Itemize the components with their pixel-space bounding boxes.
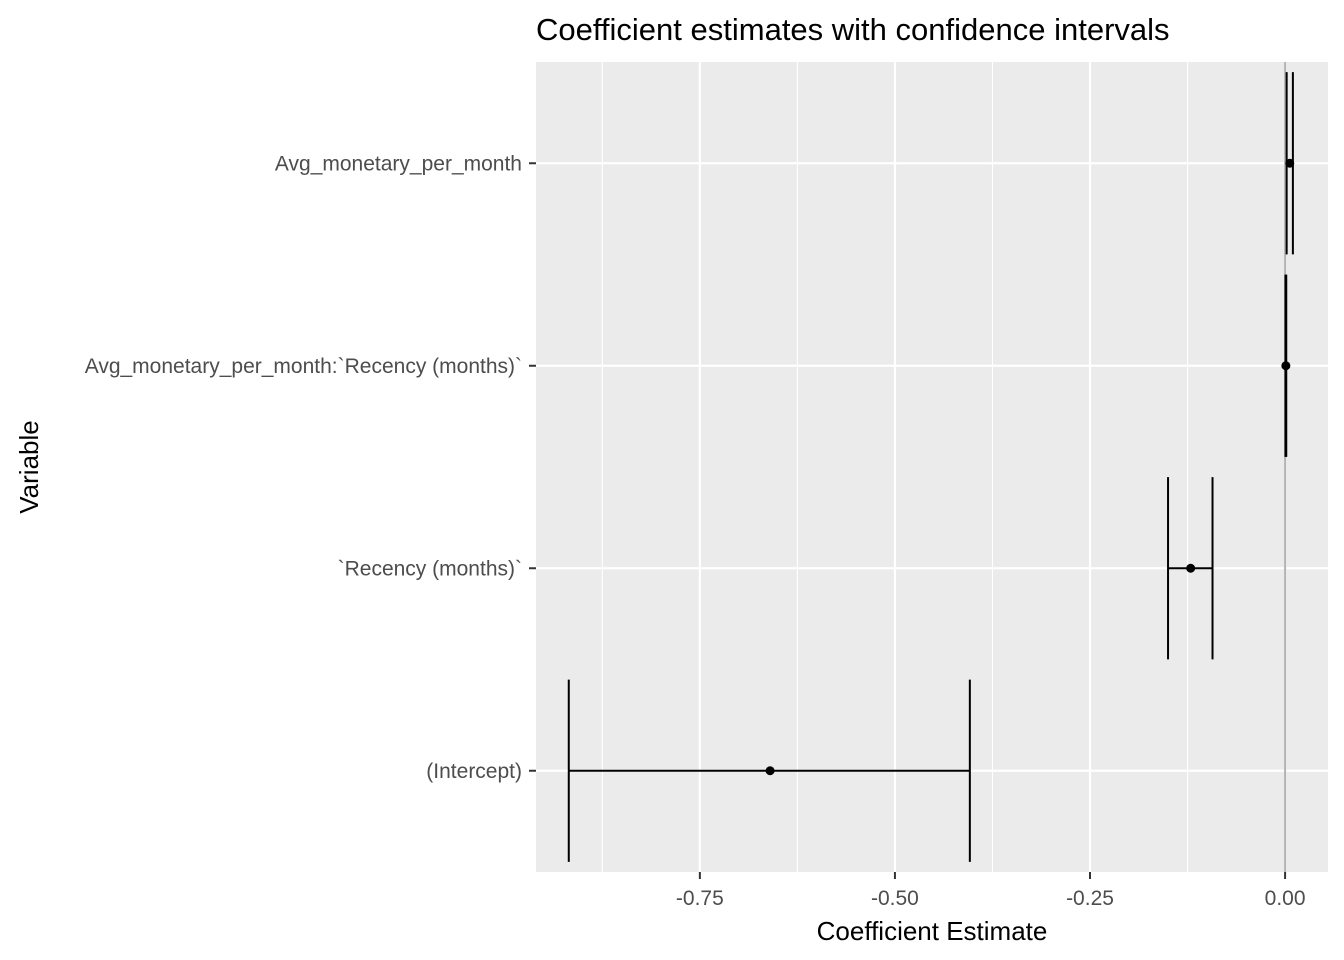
y-tick-label: (Intercept) bbox=[426, 760, 522, 783]
x-axis: -0.75 -0.50 -0.25 0.00 bbox=[676, 872, 1306, 910]
x-tick-label: -0.50 bbox=[871, 887, 919, 910]
x-tick-label: -0.75 bbox=[676, 887, 724, 910]
estimate-point bbox=[1281, 361, 1291, 371]
y-tick-label: `Recency (months)` bbox=[338, 557, 522, 580]
y-tick-label: Avg_monetary_per_month:`Recency (months)… bbox=[85, 355, 522, 378]
errorbar-1 bbox=[1167, 477, 1214, 660]
x-tick-label: 0.00 bbox=[1265, 887, 1306, 910]
x-tick-label: -0.25 bbox=[1066, 887, 1114, 910]
y-axis-title: Variable bbox=[14, 420, 44, 513]
y-tick-label: Avg_monetary_per_month bbox=[275, 152, 522, 175]
y-axis: (Intercept) `Recency (months)` Avg_monetar… bbox=[85, 152, 536, 783]
errorbar-2 bbox=[1281, 274, 1291, 457]
error-bars bbox=[567, 72, 1295, 862]
errorbar-3 bbox=[1285, 72, 1295, 255]
estimate-point bbox=[1186, 563, 1196, 573]
plot-panel bbox=[536, 62, 1328, 872]
x-axis-title: Coefficient Estimate bbox=[817, 916, 1048, 946]
chart-title: Coefficient estimates with confidence in… bbox=[536, 12, 1170, 47]
estimate-point bbox=[1285, 158, 1295, 168]
estimate-point bbox=[765, 766, 775, 776]
errorbar-0 bbox=[567, 679, 971, 862]
